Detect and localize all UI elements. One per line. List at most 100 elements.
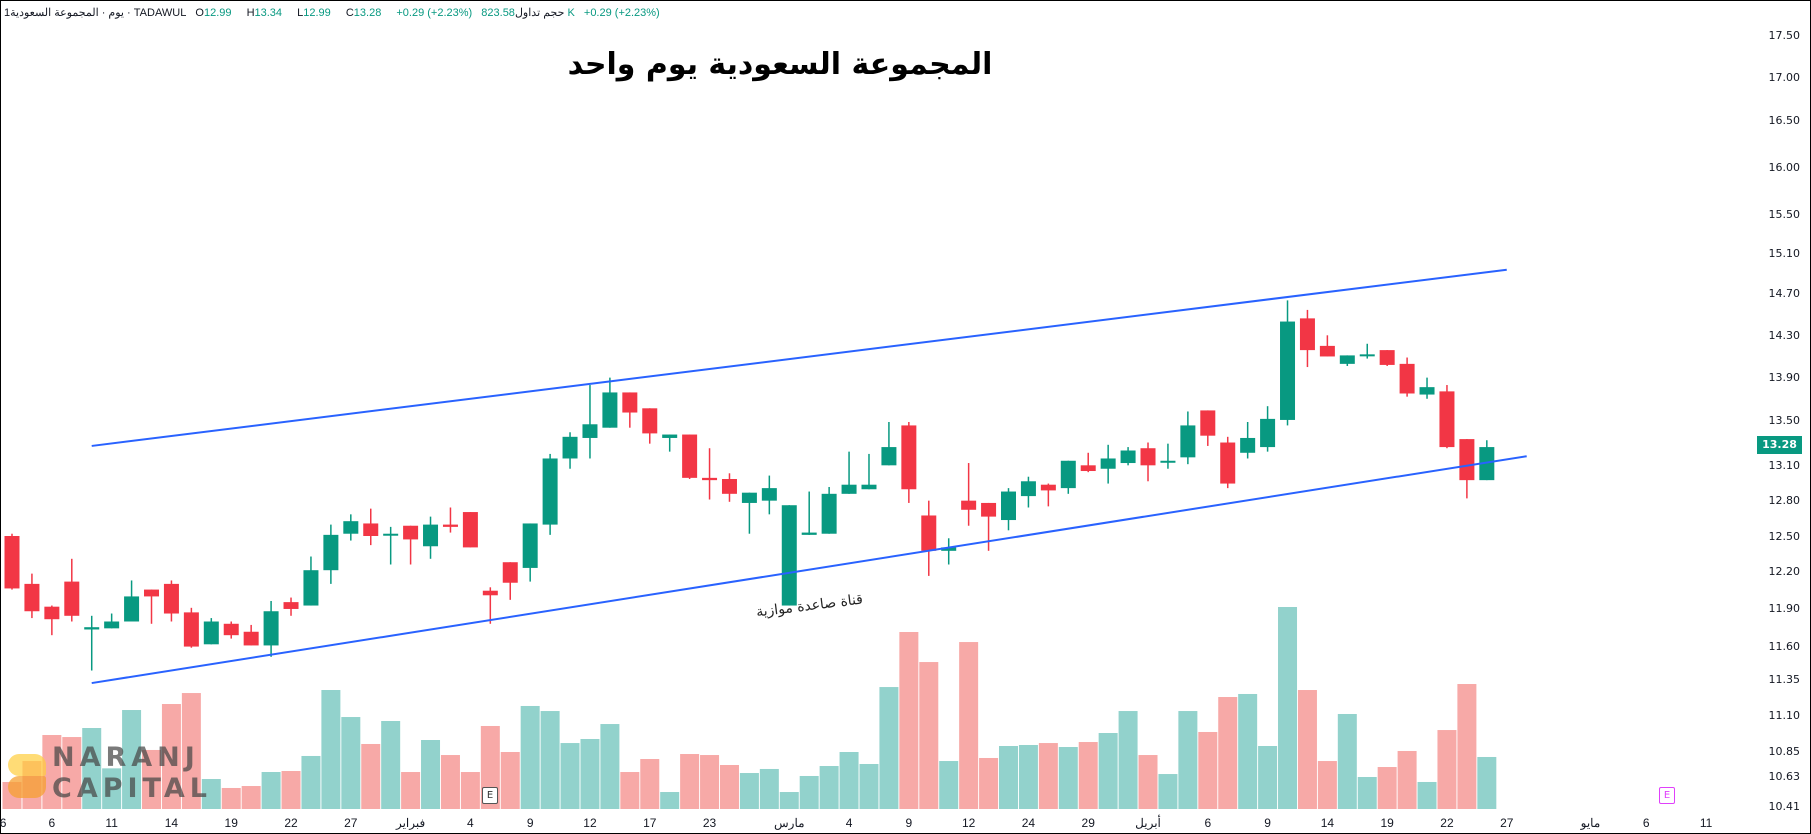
- candle: [542, 453, 558, 535]
- volume-bar: [1098, 732, 1118, 809]
- interval-label[interactable]: 1يوم: [4, 7, 124, 19]
- volume-bar: [1477, 756, 1497, 809]
- candle: [263, 600, 279, 657]
- candle-body: [662, 434, 678, 438]
- candle: [1339, 355, 1355, 366]
- open-value: 12.99: [203, 7, 232, 19]
- candle-body: [1280, 321, 1296, 420]
- volume-bar: [939, 761, 959, 809]
- candle-body: [1359, 354, 1375, 357]
- candle: [442, 507, 458, 533]
- price-tick-label: 15.10: [1769, 247, 1801, 260]
- candle-body: [203, 621, 219, 645]
- volume-bar: [959, 642, 979, 809]
- candle: [682, 434, 698, 479]
- candle: [4, 533, 20, 590]
- volume-bar: [1417, 781, 1437, 809]
- candle: [881, 422, 897, 466]
- time-axis[interactable]: 6 6 11 14 19 22 27 فبراير 4 9 12 17 23 مارس 4 9 12 24 29 أب…: [0, 815, 1713, 830]
- low-value: 12.99: [303, 7, 331, 19]
- candle-body: [602, 392, 618, 428]
- candle-body: [981, 502, 997, 517]
- candle-body: [24, 583, 40, 612]
- time-tick-label: 9: [906, 816, 913, 830]
- candle-body: [1080, 465, 1096, 472]
- exchange-label: TADAWUL: [133, 7, 187, 19]
- candle: [562, 432, 578, 469]
- candle-body: [881, 447, 897, 466]
- candle-body: [163, 583, 179, 614]
- volume-bar: [1357, 776, 1377, 809]
- volume-bar: [82, 728, 102, 809]
- time-tick-label: 14: [165, 816, 179, 830]
- candle: [1140, 442, 1156, 482]
- candle: [1200, 410, 1216, 446]
- candle-body: [1439, 391, 1455, 448]
- volume-change-value: +0.29 (+2.23%): [583, 7, 660, 19]
- candle: [1439, 385, 1455, 449]
- volume-bar: [241, 786, 261, 809]
- candle: [1479, 440, 1495, 481]
- time-tick-label: 11: [1700, 816, 1713, 830]
- candle-body: [64, 581, 80, 616]
- candle-body: [223, 623, 239, 636]
- candle-body: [821, 493, 837, 534]
- candle: [323, 524, 339, 584]
- time-tick-label: 6: [49, 816, 56, 830]
- volume-bar: [1118, 711, 1138, 809]
- candle-body: [1419, 387, 1435, 395]
- volume-pane: [2, 607, 1497, 809]
- time-tick-label: 12: [583, 816, 597, 830]
- candle: [1419, 377, 1435, 399]
- symbol-name[interactable]: المجموعة السعودية: [10, 7, 99, 19]
- candle-body: [522, 523, 538, 568]
- price-tick-label: 17.00: [1769, 71, 1801, 84]
- volume-bar: [1218, 697, 1238, 809]
- candle-body: [721, 479, 737, 494]
- volume-bar: [381, 721, 401, 809]
- volume-bar: [819, 766, 839, 809]
- price-tick-label: 11.60: [1769, 640, 1801, 653]
- price-tick-label: 11.35: [1769, 673, 1801, 686]
- candle-body: [901, 425, 917, 490]
- candle: [203, 618, 219, 645]
- volume-bar: [1297, 690, 1317, 809]
- candle: [1359, 343, 1375, 359]
- price-tick-label: 14.70: [1769, 287, 1801, 300]
- time-tick-label: 4: [467, 816, 474, 830]
- candle-body: [1180, 425, 1196, 458]
- candle: [303, 556, 319, 606]
- candle: [1120, 447, 1136, 466]
- separator: ·: [127, 7, 131, 19]
- upcoming-earnings-icon[interactable]: E: [1659, 787, 1675, 804]
- candle: [1459, 439, 1475, 499]
- volume-bar: [1337, 713, 1357, 809]
- candle: [522, 523, 538, 582]
- volume-bar: [1457, 684, 1477, 809]
- high-value: 13.34: [254, 7, 283, 19]
- time-tick-label: 22: [284, 816, 298, 830]
- candle: [901, 422, 917, 503]
- candle: [1379, 350, 1395, 366]
- candle-body: [144, 589, 160, 597]
- candle-body: [1100, 458, 1116, 469]
- candle-body: [1120, 450, 1136, 464]
- candle: [462, 512, 478, 548]
- candle: [961, 463, 977, 526]
- time-tick-label: 17: [643, 816, 657, 830]
- earnings-event-icon[interactable]: E: [482, 787, 498, 804]
- candle: [64, 558, 80, 622]
- candle-body: [1200, 410, 1216, 436]
- candle-body: [861, 484, 877, 490]
- candle: [1020, 476, 1036, 508]
- price-axis[interactable]: 17.50 17.00 16.50 16.00 15.50 15.10 14.70 14.30…: [1769, 29, 1801, 813]
- price-tick-label: 11.90: [1769, 602, 1801, 615]
- candle: [662, 434, 678, 452]
- volume-bar: [1278, 607, 1298, 809]
- volume-bar: [341, 717, 361, 809]
- price-tick-label: 13.90: [1769, 371, 1801, 384]
- candle: [622, 392, 638, 428]
- volume-bar: [560, 743, 580, 809]
- candle: [1260, 406, 1276, 452]
